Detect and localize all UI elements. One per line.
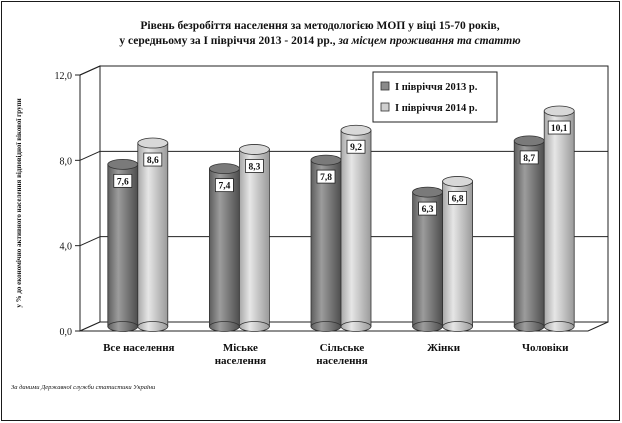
bar [107, 163, 139, 327]
bar-base [310, 321, 342, 332]
bar-base [543, 321, 575, 332]
bar [238, 149, 270, 327]
data-label: 8,7 [523, 154, 535, 164]
bar-top [513, 135, 545, 147]
bar [137, 142, 169, 327]
chart-title-line-2-italic: за місцем проживання та статтю [338, 35, 521, 47]
gridline-side [79, 150, 101, 161]
y-tick-label: 0,0 [60, 327, 73, 338]
data-label-box [113, 173, 133, 188]
data-label: 9,2 [350, 143, 362, 153]
chart-title-line-2-main: у середньому за І півріччя 2013 - 2014 р… [119, 35, 339, 47]
category-label: Міське [223, 342, 258, 354]
bar-base [442, 321, 474, 332]
bar-top [543, 105, 575, 117]
data-label: 8,3 [248, 162, 260, 172]
bar-base [208, 321, 240, 332]
gridline-side [79, 65, 101, 76]
gridline-side [79, 236, 101, 247]
bar [340, 129, 372, 327]
data-label-box [143, 152, 163, 167]
bar-base [107, 321, 139, 332]
data-label: 7,6 [117, 177, 129, 187]
y-tick-label: 8,0 [60, 156, 73, 167]
bar-top [310, 154, 342, 166]
bar-base [513, 321, 545, 332]
source-note: За даними Державної служби статистики Ук… [11, 384, 156, 391]
data-label: 6,3 [422, 205, 434, 215]
bar [208, 168, 240, 327]
category-label: Сільське [320, 342, 365, 354]
category-label: Жінки [427, 342, 461, 354]
bar-base [412, 321, 444, 332]
legend-swatch [380, 102, 390, 112]
bar [442, 181, 474, 327]
bar-top [208, 163, 240, 175]
data-label-box [547, 120, 571, 135]
legend-label: І півріччя 2014 р. [395, 103, 478, 114]
y-tick-label: 4,0 [60, 242, 73, 253]
bar [543, 110, 575, 327]
data-label-box [316, 169, 336, 184]
chart-title-line-1: Рівень безробіття населення за методолог… [140, 20, 500, 32]
data-label-box [418, 201, 438, 216]
bar-top [238, 144, 270, 155]
legend-box [372, 71, 498, 123]
bar-top [137, 137, 169, 149]
bar-base [238, 321, 270, 332]
data-label-box [519, 150, 539, 165]
bar-top [107, 158, 139, 170]
legend-label: І півріччя 2013 р. [395, 82, 478, 93]
data-label-box [214, 178, 234, 193]
category-label: населення [316, 355, 367, 367]
bar [310, 159, 342, 327]
bar-base [340, 321, 372, 332]
bar-base [137, 321, 169, 332]
data-label: 7,8 [320, 173, 332, 183]
data-label-box [346, 139, 366, 154]
y-tick-label: 12,0 [55, 71, 73, 82]
data-label-box [448, 191, 468, 205]
legend-swatch [380, 81, 390, 91]
data-label: 6,8 [452, 194, 464, 204]
bar-top [442, 176, 474, 187]
side-wall [79, 65, 101, 332]
data-label: 8,6 [147, 156, 159, 166]
bar-top [340, 124, 372, 136]
data-label: 7,4 [218, 182, 230, 192]
bar [513, 140, 545, 327]
chart-title-line-2: у середньому за І півріччя 2013 - 2014 р… [40, 34, 600, 49]
category-label: Чоловіки [522, 342, 569, 354]
data-label: 10,1 [551, 124, 568, 134]
bar-top [412, 186, 444, 198]
category-label: Все населення [103, 342, 174, 354]
data-label-box [244, 159, 264, 173]
category-label: населення [215, 355, 266, 367]
